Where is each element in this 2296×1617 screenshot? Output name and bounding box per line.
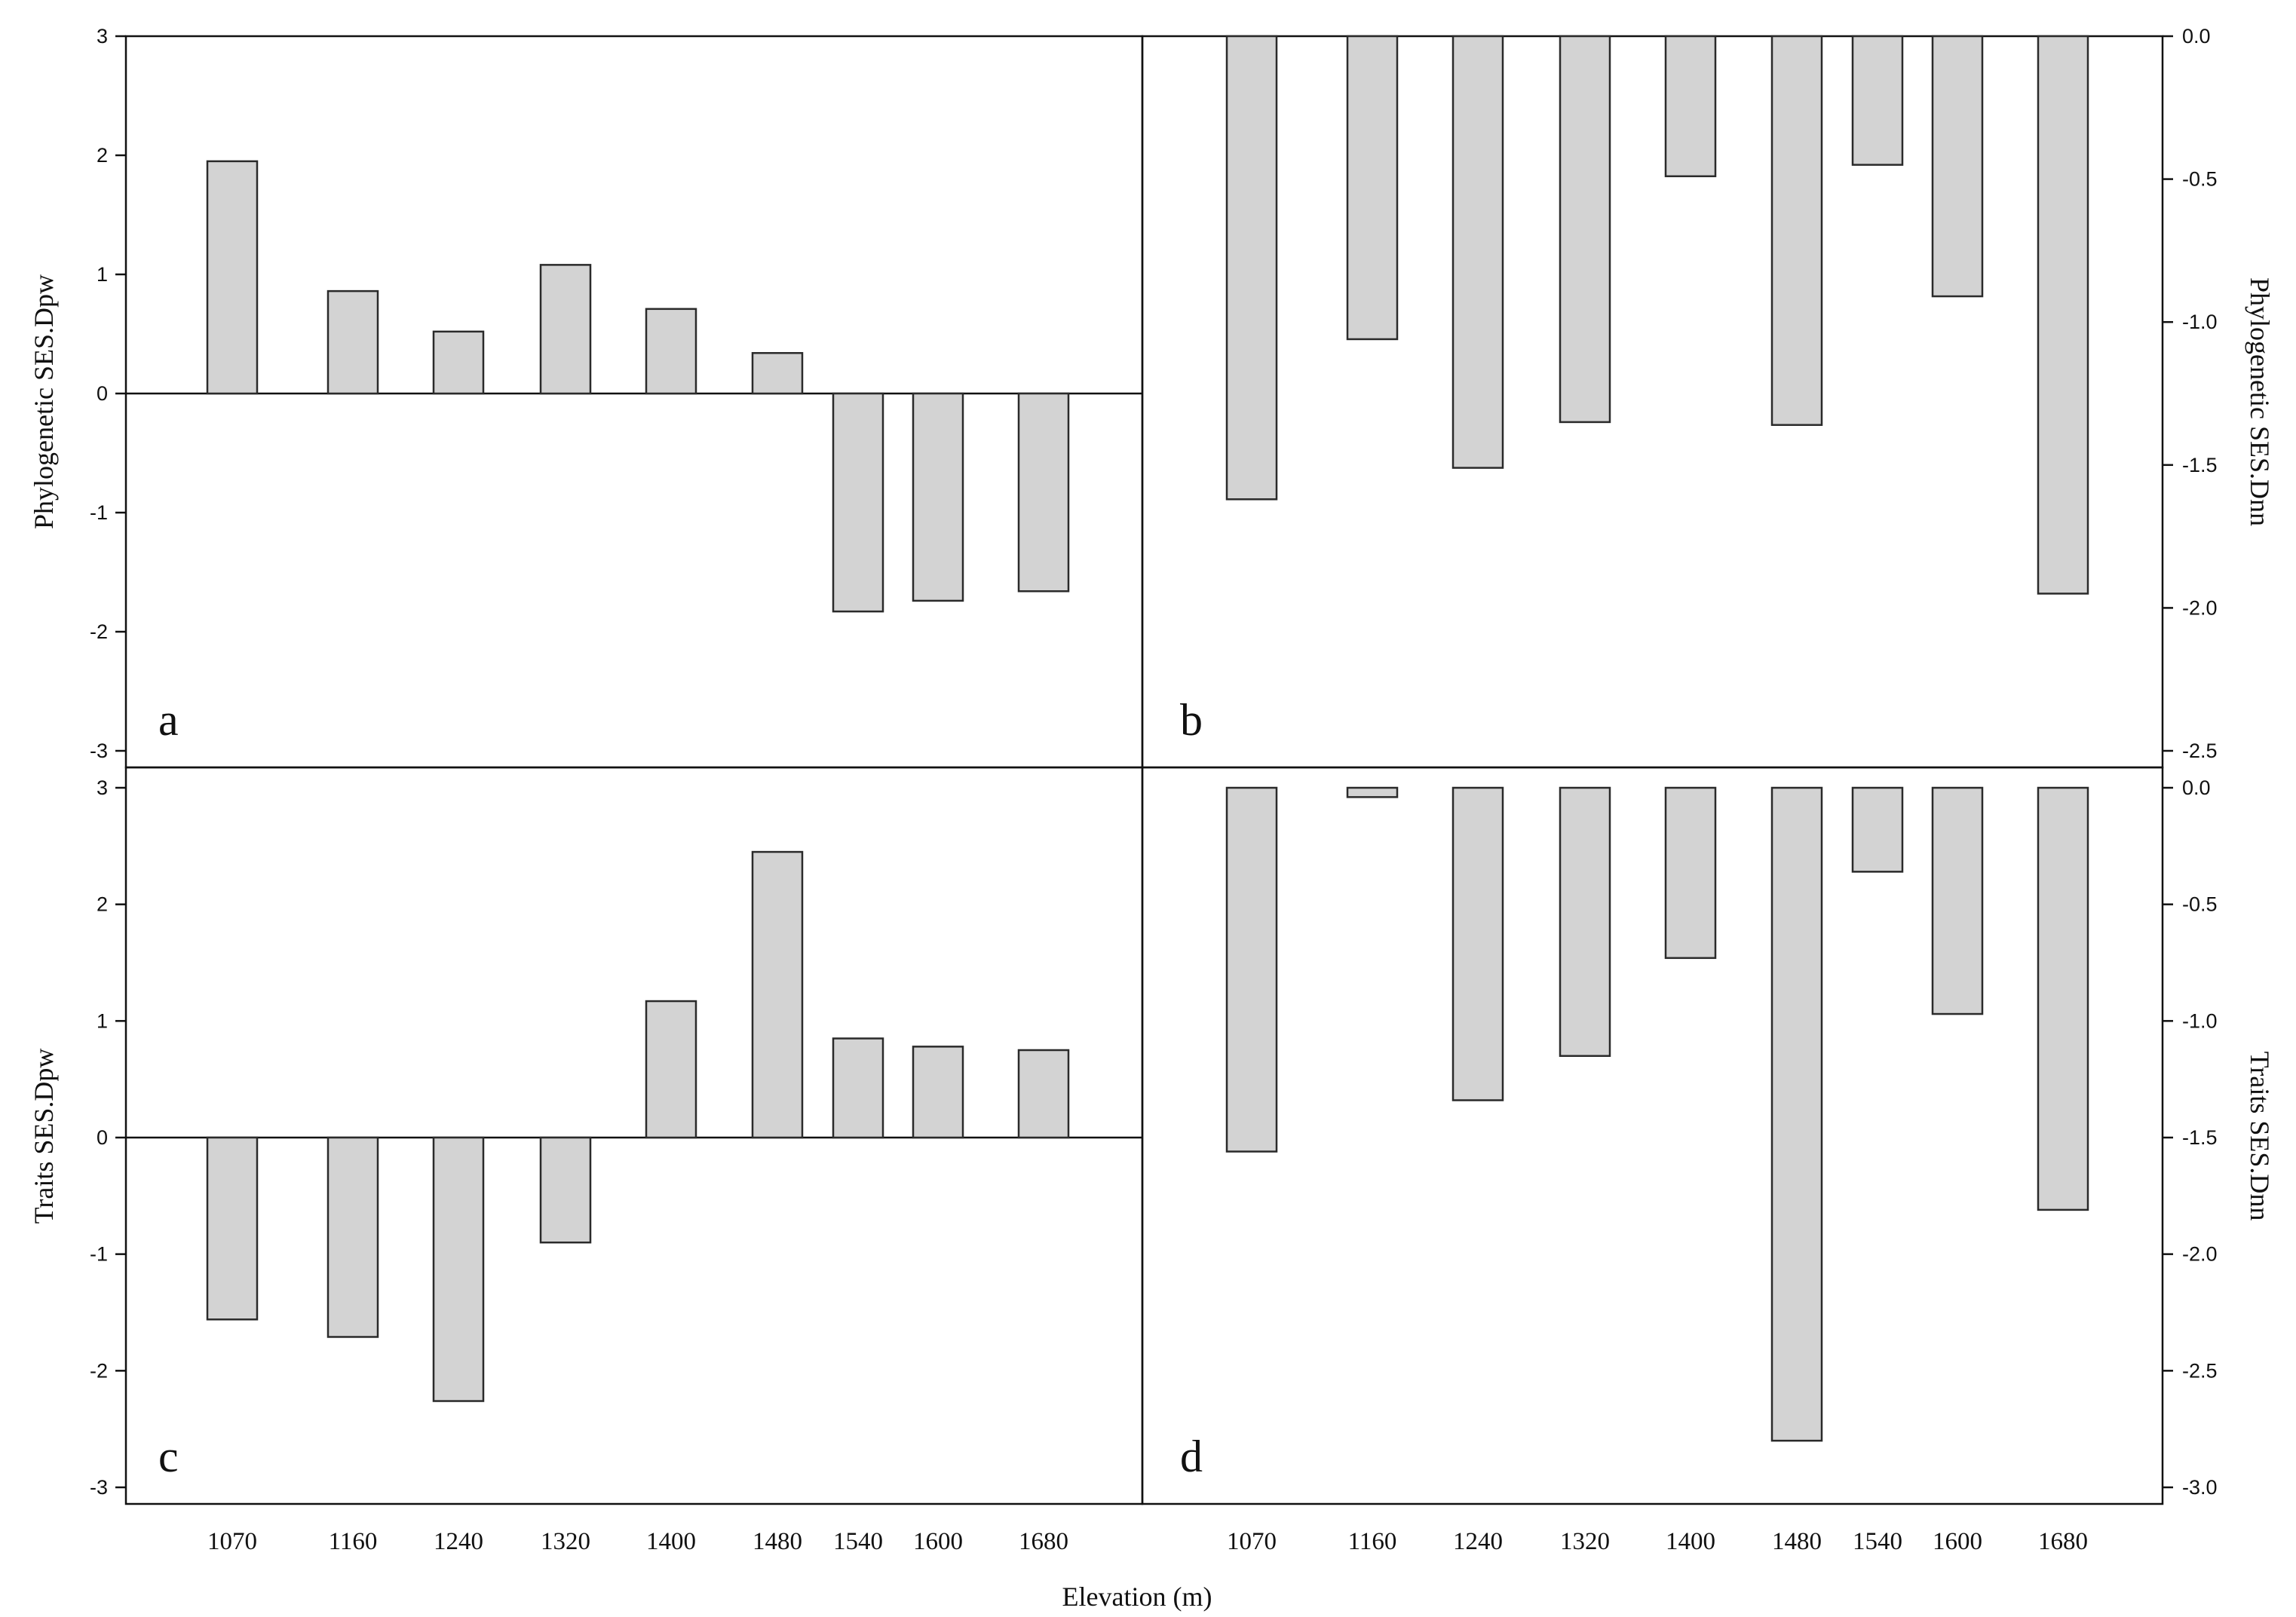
bar-1240 — [432, 1136, 485, 1402]
y-tick-label: 3 — [97, 776, 108, 799]
x-tick-label: 1680 — [2038, 1528, 2088, 1555]
x-tick-label: 1160 — [1348, 1528, 1397, 1555]
y-tick-label: -1 — [90, 1243, 108, 1266]
bar-1320 — [539, 264, 592, 395]
panel-letter: d — [1180, 1432, 1203, 1481]
y-axis-title: Phylogenetic SES.Dpw — [29, 274, 59, 529]
y-tick-label: -2 — [90, 1359, 108, 1382]
bar-1240 — [1451, 786, 1504, 1101]
bar-1320 — [1559, 786, 1611, 1057]
y-tick-label: 1 — [97, 1009, 108, 1032]
x-tick-label: 1680 — [1019, 1528, 1068, 1555]
y-tick-label: 0 — [97, 1126, 108, 1149]
y-axis-title: Phylogenetic SES.Dnn — [2245, 277, 2275, 526]
bar-1400 — [1664, 35, 1717, 178]
plot-frame — [124, 766, 1144, 1505]
x-tick-label: 1400 — [646, 1528, 696, 1555]
bar-1160 — [326, 1136, 379, 1338]
y-tick-label: -3.0 — [2182, 1476, 2218, 1499]
bar-1600 — [1931, 35, 1984, 298]
y-tick-label: 1 — [97, 263, 108, 286]
y-tick-label: -2.5 — [2182, 1359, 2218, 1382]
bar-1480 — [751, 850, 804, 1139]
plot-frame — [1141, 35, 2164, 769]
x-tick-label: 1160 — [329, 1528, 378, 1555]
bar-1680 — [2037, 35, 2089, 595]
bar-1480 — [751, 352, 804, 395]
y-tick-label: 3 — [97, 25, 108, 47]
y-tick-label: -2.0 — [2182, 596, 2218, 619]
panel-letter: b — [1180, 695, 1203, 745]
bar-1400 — [645, 308, 697, 395]
x-tick-label: 1480 — [753, 1528, 802, 1555]
y-tick-label: -1.0 — [2182, 311, 2218, 333]
y-tick-label: -2.0 — [2182, 1243, 2218, 1266]
plot-frame — [124, 35, 1144, 769]
bar-1540 — [1851, 35, 1904, 166]
bar-1680 — [1017, 1049, 1070, 1139]
y-tick-label: 0.0 — [2182, 776, 2211, 799]
x-tick-label: 1240 — [1453, 1528, 1503, 1555]
y-axis-title: Traits SES.Dpw — [29, 1049, 59, 1224]
x-tick-label: 1540 — [1853, 1528, 1902, 1555]
y-tick-label: -1.0 — [2182, 1009, 2218, 1032]
x-tick-label: 1540 — [833, 1528, 883, 1555]
y-tick-label: -3 — [90, 740, 108, 762]
y-tick-label: -2 — [90, 620, 108, 643]
panel-d: 0.0 -0.5 -1.0 -1.5 -2.0 -2.5 -3.0 1070 1160 1240 1… — [1141, 766, 2275, 1555]
y-tick-label: 0.0 — [2182, 25, 2211, 47]
x-tick-label: 1480 — [1772, 1528, 1822, 1555]
x-tick-label: 1600 — [913, 1528, 963, 1555]
panel-c: 3 2 1 0 -1 -2 -3 1070 1160 1240 1320 1400 1480 1540 16… — [29, 766, 1144, 1555]
y-tick-label: -1 — [90, 501, 108, 524]
y-tick-label: 2 — [97, 144, 108, 167]
bar-1600 — [912, 392, 964, 602]
x-tick-label: 1400 — [1666, 1528, 1715, 1555]
plot-frame — [1141, 766, 2164, 1505]
bar-1070 — [1225, 35, 1278, 501]
bar-1070 — [206, 1136, 259, 1321]
bar-1160 — [1346, 786, 1399, 798]
x-tick-label: 1600 — [1933, 1528, 1982, 1555]
bar-1320 — [1559, 35, 1611, 424]
bar-1540 — [832, 1037, 884, 1139]
x-axis-title: Elevation (m) — [1062, 1582, 1212, 1612]
panel-b: 0.0 -0.5 -1.0 -1.5 -2.0 -2.5 b Phylogenetic SES… — [1141, 25, 2275, 769]
panel-letter: c — [158, 1432, 179, 1481]
y-axis-title: Traits SES.Dnn — [2245, 1052, 2275, 1221]
y-tick-label: -1.5 — [2182, 1126, 2218, 1149]
bar-1480 — [1770, 35, 1823, 426]
y-tick-label: -0.5 — [2182, 893, 2218, 916]
x-tick-label: 1070 — [1227, 1528, 1277, 1555]
bar-1480 — [1770, 786, 1823, 1442]
bar-1240 — [1451, 35, 1504, 469]
y-tick-label: 0 — [97, 382, 108, 405]
bar-1320 — [539, 1136, 592, 1244]
y-tick-label: -2.5 — [2182, 740, 2218, 762]
bar-1540 — [1851, 786, 1904, 873]
panel-a: 3 2 1 0 -1 -2 -3 a Phylogenetic SES.Dpw — [29, 25, 1144, 769]
bar-1240 — [432, 330, 485, 395]
bar-1160 — [1346, 35, 1399, 341]
bar-1600 — [1931, 786, 1984, 1015]
bar-1070 — [206, 160, 259, 395]
x-tick-label: 1320 — [541, 1528, 590, 1555]
y-tick-label: -0.5 — [2182, 168, 2218, 191]
bar-1600 — [912, 1046, 964, 1139]
bar-1400 — [645, 1000, 697, 1139]
panel-letter: a — [158, 695, 179, 745]
x-tick-label: 1240 — [434, 1528, 483, 1555]
bar-1400 — [1664, 786, 1717, 960]
bar-1070 — [1225, 786, 1278, 1153]
y-tick-label: 2 — [97, 893, 108, 916]
y-tick-label: -3 — [90, 1476, 108, 1499]
bar-1680 — [1017, 392, 1070, 593]
bar-1540 — [832, 392, 884, 613]
bar-1160 — [326, 289, 379, 395]
bar-1680 — [2037, 786, 2089, 1211]
y-tick-label: -1.5 — [2182, 454, 2218, 476]
x-tick-label: 1070 — [207, 1528, 257, 1555]
x-tick-label: 1320 — [1560, 1528, 1610, 1555]
